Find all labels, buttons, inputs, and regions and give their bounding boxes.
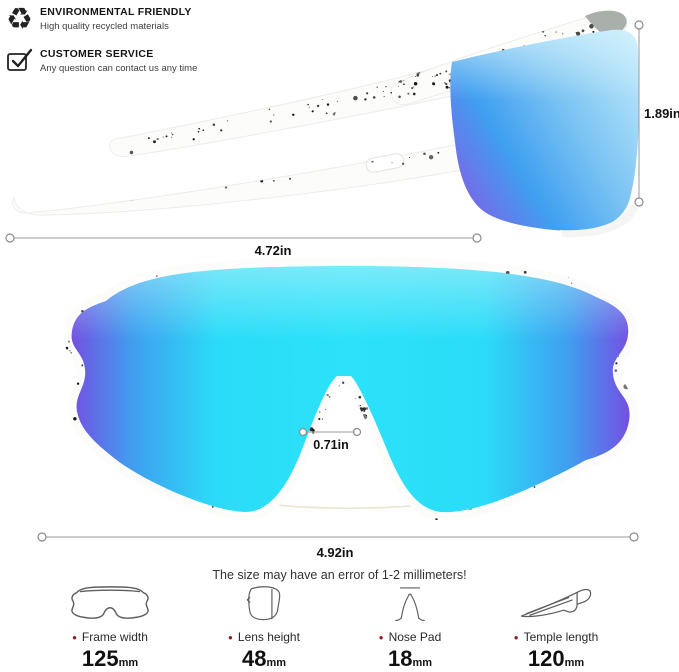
temple-slot-lower [365, 153, 405, 173]
temple-length-icon [476, 584, 636, 622]
nose-pad-icon [330, 584, 490, 622]
speckles [6, 24, 595, 210]
badge-subtitle: High quality recycled materials [40, 21, 169, 32]
spec-label: Temple length [523, 630, 599, 644]
speckles [65, 270, 629, 521]
spec-label: Lens height [237, 630, 300, 644]
lens-height-label: 1.89in [644, 106, 679, 121]
bullet-icon: ● [228, 633, 233, 642]
spec-label: Frame width [81, 630, 148, 644]
spec-temple-length: ● Temple length 120mm [476, 584, 636, 672]
badge-customer-service: CUSTOMER SERVICE Any question can contac… [40, 48, 300, 74]
spec-value: 120mm [527, 646, 585, 671]
size-error-note: The size may have an error of 1-2 millim… [212, 568, 467, 582]
bullet-icon: ● [72, 633, 77, 642]
side-width-label: 4.72in [254, 243, 292, 258]
bullet-icon: ● [378, 633, 384, 642]
spec-value: 18mm [387, 646, 433, 671]
nose-bridge-label: 0.71in [313, 438, 349, 452]
spec-label: Nose Pad [388, 630, 442, 644]
frame-bottom-sliver [560, 204, 638, 238]
badge-environmental: ENVIRONMENTAL FRIENDLY High quality recy… [40, 6, 300, 32]
spec-frame-width: ● Frame width 125mm [30, 584, 190, 672]
bullet-icon: ● [513, 633, 519, 642]
badge-title: CUSTOMER SERVICE [40, 48, 154, 60]
checkbox-check-icon [6, 47, 34, 78]
recycle-icon: ♻ [6, 3, 33, 36]
frame-width-icon [30, 584, 190, 622]
sunglasses-side-view [6, 10, 640, 238]
spec-value: 125mm [81, 646, 139, 671]
frame-width-label: 4.92in [316, 545, 354, 560]
badge-title: ENVIRONMENTAL FRIENDLY [40, 6, 192, 18]
badge-subtitle: Any question can contact us any time [40, 63, 198, 74]
spec-nose-pad: ● Nose Pad 18mm [330, 584, 490, 672]
lens-height-icon [184, 584, 344, 622]
sunglasses-front-view [63, 257, 639, 521]
spec-lens-height: ● Lens height 48mm [184, 584, 344, 672]
spec-value: 48mm [241, 646, 287, 671]
